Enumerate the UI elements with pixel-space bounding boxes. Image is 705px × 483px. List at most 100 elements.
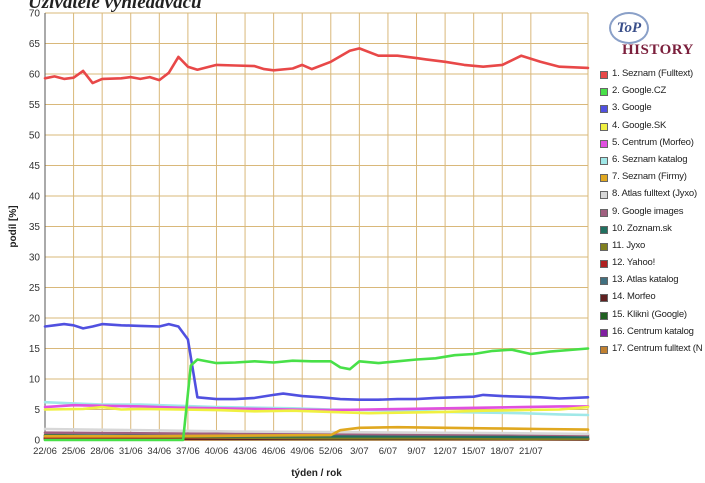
- legend-item: 1. Seznam (Fulltext): [599, 67, 705, 84]
- x-tick-label: 52/06: [319, 446, 343, 457]
- legend-label: 1. Seznam (Fulltext): [612, 68, 693, 79]
- legend-label: 15. Kliknì (Google): [612, 308, 687, 320]
- x-tick-label: 34/06: [147, 446, 171, 457]
- x-tick-label: 22/06: [33, 446, 57, 457]
- y-tick-label: 5: [34, 405, 40, 416]
- legend-label: 7. Seznam (Firmy): [612, 171, 687, 183]
- legend-swatch: [600, 208, 608, 217]
- x-tick-label: 40/06: [205, 446, 229, 457]
- legend-item: 12. Yahoo!: [599, 256, 705, 273]
- legend-item: 7. Seznam (Firmy): [599, 170, 705, 187]
- legend-label: 12. Yahoo!: [612, 257, 656, 269]
- series-line: [43, 405, 590, 415]
- legend-item: 4. Google.SK: [599, 119, 705, 136]
- page-header-text: Uživatelé vyhledávačů: [28, 0, 202, 13]
- y-tick-label: 40: [29, 192, 41, 203]
- y-tick-label: 45: [29, 161, 41, 172]
- legend-label: 4. Google.SK: [612, 119, 667, 131]
- legend-swatch: [600, 174, 608, 183]
- legend-swatch: [600, 225, 608, 234]
- series-line: [43, 425, 590, 438]
- legend-label: 13. Atlas katalog: [612, 274, 679, 286]
- y-tick-label: 10: [29, 375, 41, 386]
- y-tick-label: 15: [29, 344, 41, 355]
- legend-label: 3. Google: [612, 102, 652, 114]
- legend-swatch: [600, 260, 608, 269]
- legend-item: 5. Centrum (Morfeo): [599, 136, 705, 153]
- legend-label: 10. Zoznam.sk: [612, 222, 672, 234]
- y-tick-label: 0: [34, 436, 40, 447]
- logo-mark: ToP: [609, 12, 649, 44]
- legend-item: 15. Kliknì (Google): [599, 308, 705, 325]
- legend-label: 5. Centrum (Morfeo): [612, 136, 694, 148]
- legend-swatch: [600, 139, 608, 148]
- legend-item: 11. Jyxo: [599, 239, 705, 256]
- legend-label: 8. Atlas fulltext (Jyxo): [612, 188, 697, 200]
- series-line: [43, 47, 590, 85]
- x-tick-label: 21/07: [519, 446, 543, 457]
- series-line: [43, 347, 590, 442]
- legend-swatch: [600, 122, 608, 131]
- y-tick-label: 35: [29, 222, 41, 233]
- y-tick-label: 25: [29, 283, 41, 294]
- y-tick-label: 70: [29, 9, 41, 20]
- series-group: [43, 47, 590, 442]
- series-line: [43, 427, 590, 436]
- x-tick-label: 15/07: [462, 446, 486, 457]
- legend-swatch: [600, 328, 608, 337]
- legend-label: 11. Jyxo: [612, 239, 646, 251]
- legend-swatch: [600, 346, 608, 354]
- legend-swatch: [600, 294, 608, 303]
- legend-label: 2. Google.CZ: [612, 85, 667, 97]
- legend-swatch: [600, 105, 608, 114]
- legend-item: 3. Google: [599, 101, 705, 118]
- legend-swatch: [600, 88, 608, 97]
- y-tick-label: 30: [29, 253, 41, 264]
- x-tick-label: 28/06: [90, 446, 114, 457]
- legend-label: 16. Centrum katalog: [612, 325, 694, 337]
- legend-item: 13. Atlas katalog: [599, 273, 705, 290]
- legend-swatch: [600, 277, 608, 286]
- y-tick-label: 65: [29, 39, 41, 50]
- legend-swatch: [600, 71, 608, 79]
- legend-label: 14. Morfeo: [612, 291, 656, 303]
- y-axis-label: podíl [%]: [8, 205, 19, 247]
- series-line: [43, 403, 590, 412]
- legend-swatch: [600, 242, 608, 251]
- x-tick-label: 31/06: [119, 446, 143, 457]
- x-tick-label: 25/06: [62, 446, 86, 457]
- legend-swatch: [600, 311, 608, 320]
- x-tick-label: 37/06: [176, 446, 200, 457]
- x-tick-label: 43/06: [233, 446, 257, 457]
- x-tick-label: 49/06: [290, 446, 314, 457]
- x-tick-label: 9/07: [407, 446, 426, 457]
- x-tick-label: 18/07: [490, 446, 514, 457]
- brand-logo: ToP HISTORY: [597, 12, 693, 62]
- legend-item: 10. Zoznam.sk: [599, 222, 705, 239]
- x-tick-label: 6/07: [379, 446, 398, 457]
- y-tick-label: 20: [29, 314, 41, 325]
- y-tick-label: 50: [29, 131, 41, 142]
- legend-item: 6. Seznam katalog: [599, 153, 705, 170]
- legend-label: 9. Google images: [612, 205, 684, 217]
- legend-label: 17. Centrum fulltext (N: [612, 343, 703, 354]
- legend-item: 17. Centrum fulltext (N: [599, 342, 705, 359]
- legend-label: 6. Seznam katalog: [612, 153, 688, 165]
- x-axis-label: týden / rok: [291, 468, 342, 479]
- x-tick-label: 46/06: [262, 446, 286, 457]
- legend-item: 14. Morfeo: [599, 290, 705, 307]
- y-tick-label: 60: [29, 70, 41, 81]
- logo-wordmark: HISTORY: [622, 42, 694, 58]
- chart-legend: 1. Seznam (Fulltext) 2. Google.CZ 3. Googl…: [599, 67, 705, 359]
- series-line: [43, 322, 590, 401]
- legend-swatch: [600, 156, 608, 165]
- legend-item: 8. Atlas fulltext (Jyxo): [599, 187, 705, 204]
- legend-item: 16. Centrum katalog: [599, 325, 705, 342]
- legend-item: 9. Google images: [599, 205, 705, 222]
- legend-swatch: [600, 191, 608, 200]
- x-tick-label: 3/07: [350, 446, 369, 457]
- y-tick-label: 55: [29, 100, 41, 111]
- x-tick-label: 12/07: [433, 446, 457, 457]
- legend-item: 2. Google.CZ: [599, 84, 705, 101]
